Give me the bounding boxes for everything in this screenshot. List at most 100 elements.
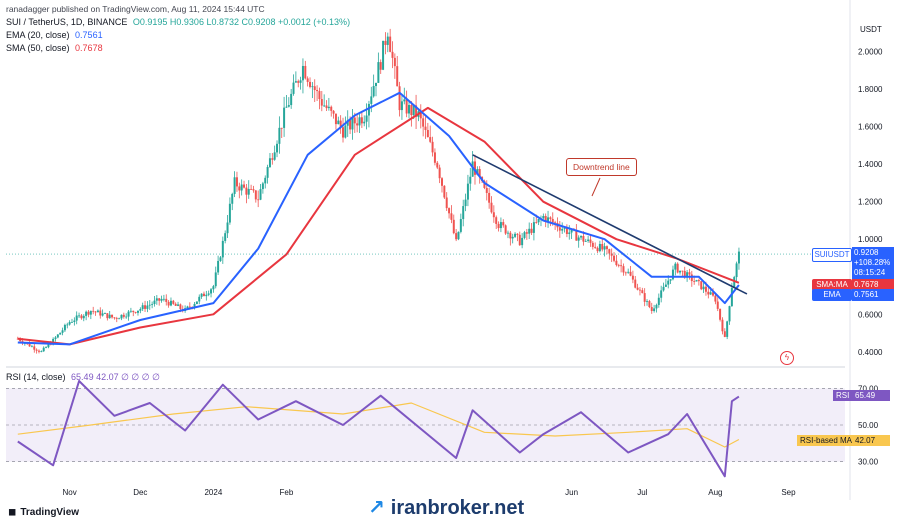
- candle-body: [424, 126, 427, 130]
- bar-countdown: 08:15:24: [854, 268, 886, 277]
- candle-body: [377, 62, 380, 83]
- candle-body: [641, 290, 644, 294]
- candle-body: [596, 247, 599, 252]
- sma-legend[interactable]: SMA (50, close) 0.7678: [6, 43, 103, 53]
- candle-body: [367, 103, 370, 116]
- symbol-label: SUI / TetherUS, 1D, BINANCE: [6, 17, 128, 27]
- candle-body: [108, 314, 111, 319]
- candle-body: [169, 300, 172, 306]
- symbol-line: SUI / TetherUS, 1D, BINANCE O0.9195 H0.9…: [6, 17, 350, 27]
- candle-body: [87, 311, 90, 315]
- candle-body: [99, 310, 102, 316]
- candle-body: [318, 91, 321, 100]
- rsi-ma-line: [17, 402, 740, 448]
- candle-body: [94, 311, 97, 313]
- candle-body: [466, 183, 469, 200]
- candle-body: [136, 310, 139, 313]
- candle-body: [490, 202, 493, 213]
- candle-body: [379, 62, 382, 70]
- candle-body: [622, 266, 625, 273]
- candle-body: [495, 217, 498, 224]
- candle-body: [455, 233, 458, 240]
- tradingview-logo[interactable]: ◼ TradingView: [8, 507, 79, 518]
- candle-body: [646, 301, 649, 302]
- candle-body: [290, 93, 293, 106]
- candle-body: [139, 309, 142, 311]
- candle-body: [254, 190, 257, 200]
- candle-body: [75, 315, 78, 321]
- candle-body: [431, 141, 434, 153]
- candle-body: [551, 218, 554, 223]
- candle-body: [287, 105, 290, 107]
- candle-body: [122, 314, 125, 317]
- candle-body: [89, 310, 92, 315]
- candle-body: [127, 311, 130, 317]
- candle-body: [146, 305, 149, 309]
- candle-body: [372, 86, 375, 97]
- candle-body: [700, 281, 703, 290]
- candle-body: [469, 176, 472, 184]
- candle-body: [554, 222, 557, 224]
- candle-body: [158, 298, 161, 301]
- candle-body: [217, 260, 220, 273]
- candle-body: [339, 120, 342, 128]
- candle-body: [714, 295, 717, 302]
- rsi-axis-tag: RSI: [833, 390, 853, 401]
- tradingview-mark-icon: ◼: [8, 507, 17, 518]
- candle-body: [662, 286, 665, 291]
- candle-body: [558, 227, 561, 231]
- candle-body: [443, 185, 446, 198]
- candle-body: [245, 187, 248, 195]
- rsi-legend[interactable]: RSI (14, close) 65.49 42.07 ∅ ∅ ∅ ∅: [6, 372, 160, 383]
- candle-body: [278, 127, 281, 144]
- candle-body: [210, 289, 213, 294]
- candle-body: [92, 310, 95, 312]
- candle-body: [174, 303, 177, 306]
- candle-body: [330, 106, 333, 111]
- candle-body: [292, 82, 295, 94]
- candle-body: [521, 237, 524, 246]
- candle-body: [499, 222, 502, 229]
- time-tick-label: Jul: [637, 488, 647, 497]
- ema-legend[interactable]: EMA (20, close) 0.7561: [6, 30, 103, 40]
- candle-body: [148, 304, 151, 306]
- candle-body: [386, 36, 389, 45]
- candle-body: [325, 105, 328, 109]
- candle-body: [276, 143, 279, 153]
- candle-body: [547, 217, 550, 222]
- candle-body: [306, 78, 309, 82]
- candle-body: [214, 272, 217, 287]
- candle-body: [311, 86, 314, 88]
- lightning-icon[interactable]: ϟ: [780, 351, 794, 365]
- candle-body: [63, 324, 66, 331]
- ohlc-values: O0.9195 H0.9306 L0.8732 C0.9208 +0.0012 …: [132, 17, 351, 27]
- candle-body: [382, 40, 385, 70]
- candle-body: [252, 189, 255, 191]
- candle-body: [584, 240, 587, 242]
- price-tick-label: 0.6000: [858, 310, 883, 319]
- candle-body: [301, 65, 304, 81]
- sma-axis-tag: SMA:MA: [812, 279, 852, 291]
- time-tick-label: Feb: [280, 488, 294, 497]
- price-change: +108.28%: [854, 258, 891, 267]
- candle-body: [396, 66, 399, 87]
- candle-body: [457, 231, 460, 240]
- price-tick-label: 1.0000: [858, 235, 883, 244]
- rsi-legend-values: 65.49 42.07 ∅ ∅ ∅ ∅: [71, 372, 160, 382]
- candle-body: [608, 249, 611, 254]
- candle-body: [327, 106, 330, 109]
- candle-body: [737, 251, 740, 264]
- candle-body: [106, 313, 109, 319]
- candle-body: [365, 115, 368, 122]
- candle-body: [676, 263, 679, 273]
- candle-body: [141, 305, 144, 310]
- candle-body: [509, 232, 512, 239]
- candle-body: [33, 346, 36, 350]
- candle-body: [582, 236, 585, 242]
- candle-body: [530, 228, 533, 233]
- candle-body: [320, 99, 323, 106]
- annotation-pointer: [591, 177, 601, 197]
- candle-body: [370, 96, 373, 104]
- rsi-ma-axis-tag: RSI-based MA: [797, 435, 856, 446]
